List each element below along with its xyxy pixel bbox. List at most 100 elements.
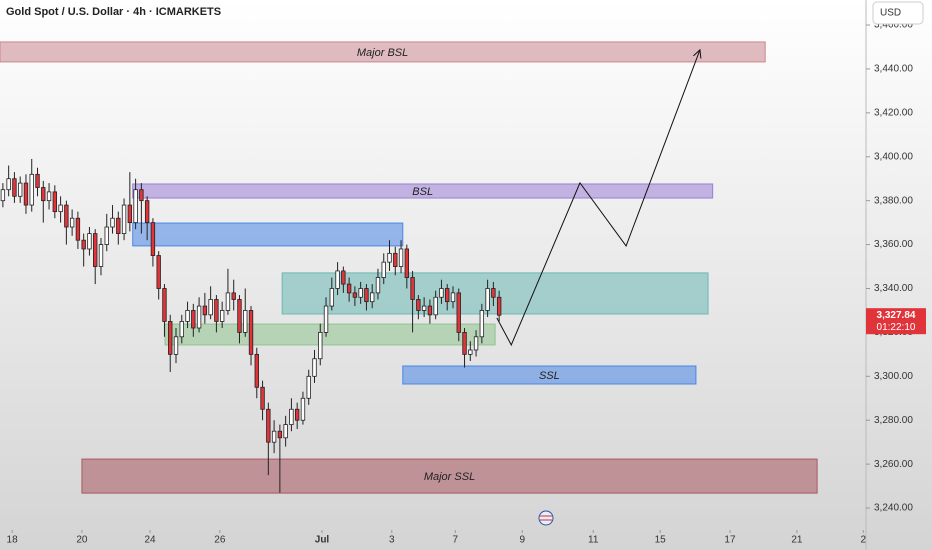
candle-body xyxy=(468,349,473,355)
candle-body xyxy=(445,288,450,303)
candle-body xyxy=(133,189,138,224)
x-tick-label: 15 xyxy=(655,535,667,546)
overlay xyxy=(496,50,700,347)
candle-body xyxy=(75,217,81,241)
candle-body xyxy=(346,283,352,294)
x-tick-label: 2 xyxy=(860,535,866,546)
candle-body xyxy=(318,332,323,360)
candle-body xyxy=(387,252,392,263)
candle-body xyxy=(294,408,300,421)
candle-body xyxy=(225,292,231,311)
candle-body xyxy=(150,222,156,256)
x-tick-label: 26 xyxy=(214,535,226,546)
candle-body xyxy=(191,310,196,329)
candle-body xyxy=(0,189,6,202)
zone-label: Major BSL xyxy=(357,47,408,59)
candle-body xyxy=(93,233,98,267)
zone-label: BSL xyxy=(412,186,433,198)
x-tick-label: 3 xyxy=(389,535,395,546)
y-tick-label: 3,380.00 xyxy=(874,195,913,206)
candle-body xyxy=(433,296,438,316)
candle-body xyxy=(104,226,109,245)
x-tick-label: 18 xyxy=(7,535,19,546)
candle-body xyxy=(139,189,144,202)
y-tick-label: 3,340.00 xyxy=(874,283,913,294)
candle-body xyxy=(329,288,334,307)
candle-body xyxy=(427,305,433,316)
candle-body xyxy=(398,248,404,267)
candle-body xyxy=(306,375,311,399)
candle-body xyxy=(173,336,179,355)
candle-body xyxy=(254,353,259,388)
candle-body xyxy=(81,239,86,250)
candle-body xyxy=(358,288,363,298)
candle-body xyxy=(260,386,265,410)
candle-body xyxy=(277,430,283,439)
candle-body xyxy=(450,292,456,303)
candle-body xyxy=(12,178,17,197)
candle-body xyxy=(381,261,386,278)
candle-body xyxy=(208,299,213,316)
candle-body xyxy=(283,424,288,439)
candle-body xyxy=(462,332,467,355)
candle-body xyxy=(69,217,75,228)
candle-body xyxy=(439,288,444,298)
zone xyxy=(81,458,818,494)
y-tick-label: 3,440.00 xyxy=(874,64,913,75)
event-flag[interactable] xyxy=(538,510,554,526)
y-tick-label: 3,300.00 xyxy=(874,371,913,382)
candle-body xyxy=(243,310,248,333)
candle-body xyxy=(46,191,52,202)
candle-body xyxy=(404,248,410,278)
candle-body xyxy=(479,310,485,338)
candle-body xyxy=(127,204,133,224)
candle-body xyxy=(485,288,490,311)
zone-label: Major SSL xyxy=(424,471,475,483)
candle-body xyxy=(456,292,461,333)
candle-body xyxy=(6,178,11,191)
axes: 3,240.003,260.003,280.003,300.003,320.00… xyxy=(7,20,926,546)
candle-body xyxy=(35,173,40,188)
currency-box[interactable] xyxy=(872,1,924,25)
currency[interactable]: USD xyxy=(880,8,901,19)
candle-body xyxy=(266,408,271,443)
candle-body xyxy=(196,305,202,329)
candle-body xyxy=(370,292,375,303)
y-tick-label: 3,240.00 xyxy=(874,503,913,514)
candle-body xyxy=(116,217,121,235)
candle-body xyxy=(23,182,29,206)
candle-body xyxy=(335,270,340,289)
zone xyxy=(132,222,404,247)
y-tick-label: 3,460.00 xyxy=(874,20,913,31)
zone xyxy=(0,41,766,63)
projection-path xyxy=(496,50,700,347)
candle-body xyxy=(110,217,115,228)
y-tick-label: 3,420.00 xyxy=(874,107,913,118)
candle-body xyxy=(300,397,306,421)
last-price-box xyxy=(866,308,926,335)
candle-body xyxy=(64,204,69,228)
countdown: 01:22:10 xyxy=(877,322,916,333)
x-tick-label: Jul xyxy=(315,535,330,546)
candle-body xyxy=(421,305,427,311)
candle-body xyxy=(98,244,104,267)
zone xyxy=(132,183,714,199)
candle-body xyxy=(289,408,294,426)
candle-body xyxy=(237,299,242,333)
candles xyxy=(0,158,502,493)
x-tick-label: 20 xyxy=(76,535,88,546)
zone-label: SSL xyxy=(539,370,560,382)
y-tick-label: 3,280.00 xyxy=(874,415,913,426)
x-tick-label: 7 xyxy=(453,535,459,546)
x-tick-label: 17 xyxy=(724,535,736,546)
zone xyxy=(164,323,496,346)
candle-body xyxy=(18,182,23,197)
candle-body xyxy=(473,336,479,351)
candle-body xyxy=(323,305,329,333)
zone xyxy=(402,365,697,385)
x-tick-label: 21 xyxy=(791,535,803,546)
candle-body xyxy=(248,310,254,355)
candle-body xyxy=(52,191,58,213)
